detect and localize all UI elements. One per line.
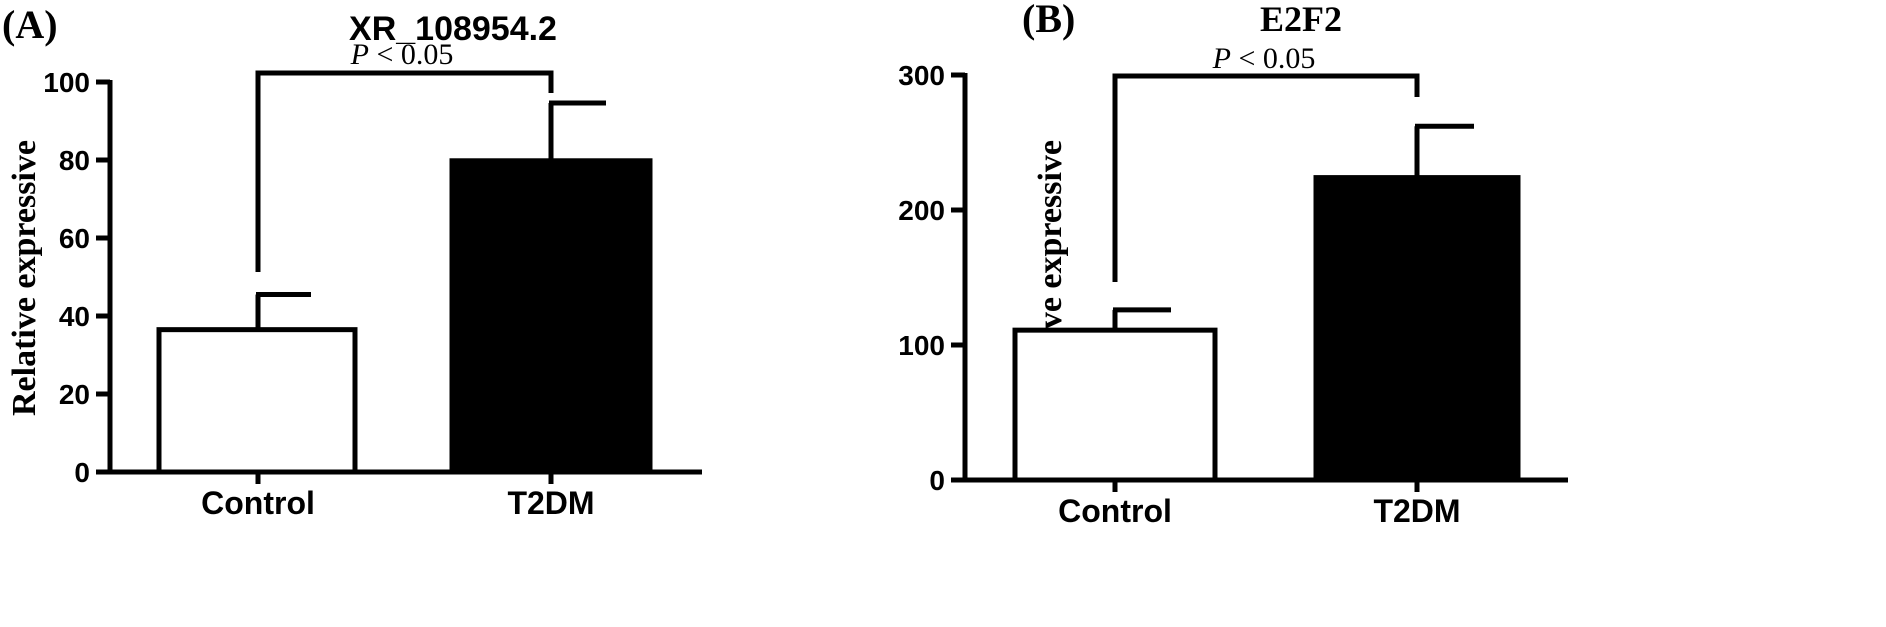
panel-a-significance-bracket (255, 70, 554, 272)
chart-panel-b: (B) E2F2 Relative expressive 0100200300C… (898, 0, 1568, 529)
panel-b-letter: (B) (1022, 0, 1075, 41)
panel-a-p-symbol: P (350, 38, 369, 71)
panel-b-y-tick-label: 300 (898, 60, 945, 91)
panel-a-significance-label: P < 0.05 (350, 38, 454, 71)
panel-b-y-tick-label: 100 (898, 330, 945, 361)
panel-b-y-tick-label: 0 (929, 465, 945, 496)
panel-b-bar-t2dm (1313, 175, 1521, 483)
panel-a-y-tick-label: 100 (43, 67, 90, 98)
panel-b-p-threshold: < 0.05 (1231, 42, 1315, 75)
panel-b-significance-bracket (1112, 73, 1420, 282)
panel-b-category-label: Control (1058, 493, 1172, 529)
panel-a-category-label: T2DM (507, 485, 594, 521)
panel-a-bar-t2dm (449, 158, 653, 475)
panel-b-bar-control (1012, 327, 1218, 483)
panel-a-bar-control (156, 327, 358, 475)
panel-a-category-label: Control (201, 485, 315, 521)
panel-a-marks: 0 20 40 60 80 100 Control T2DM P < 0.05 (43, 38, 702, 521)
panel-a-y-tick-label: 60 (59, 223, 90, 254)
panel-a-y-axis-label: Relative expressive (6, 140, 43, 416)
panel-a-y-tick-label: 20 (59, 379, 90, 410)
panel-a-y-tick-label: 80 (59, 145, 90, 176)
panel-a-y-tick-label: 40 (59, 301, 90, 332)
panel-b-category-label: T2DM (1373, 493, 1460, 529)
panel-b-y-tick-label: 200 (898, 195, 945, 226)
panel-b-marks: 0 100 200 300 Control T2DM P < 0.05 (898, 42, 1568, 529)
panel-b-significance-label: P < 0.05 (1212, 42, 1316, 75)
panel-a-title: XR_108954.2 (349, 10, 557, 48)
panel-b-p-symbol: P (1212, 42, 1231, 75)
panel-a-p-threshold: < 0.05 (369, 38, 453, 71)
panel-a-letter: (A) (2, 2, 58, 47)
chart-panel-a: (A) XR_108954.2 Relative expressive 0 20 4… (2, 2, 702, 521)
panel-a-y-tick-label: 0 (74, 457, 90, 488)
panel-b-title: E2F2 (1260, 0, 1342, 39)
